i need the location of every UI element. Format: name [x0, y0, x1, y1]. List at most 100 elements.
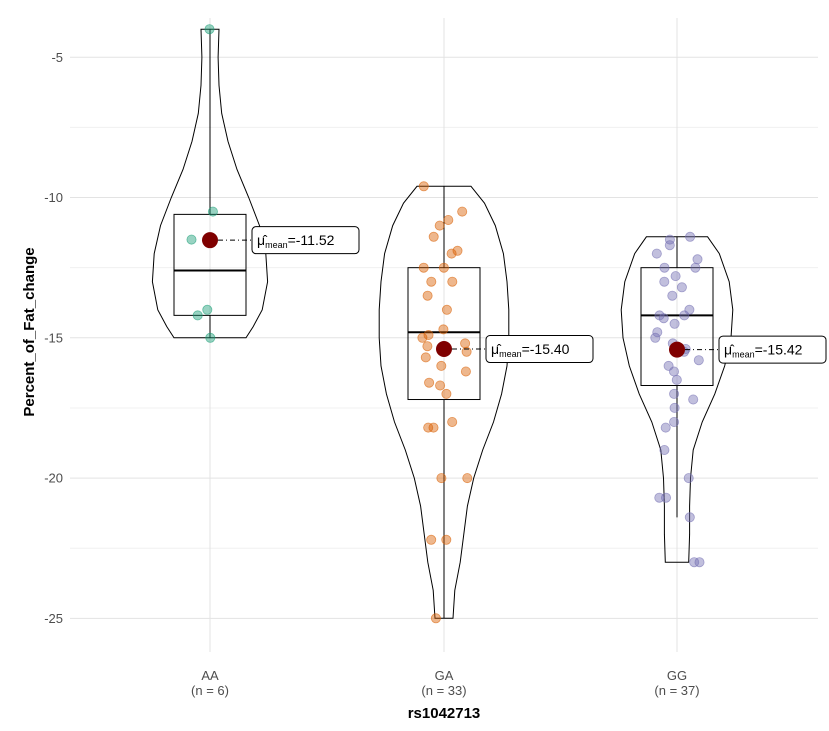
- data-point-GG: [659, 276, 670, 287]
- data-point-GA: [460, 338, 471, 349]
- y-tick-labels: -5 -10 -15 -20 -25: [44, 50, 63, 626]
- data-point-GA: [417, 332, 428, 343]
- data-point-GG: [694, 557, 705, 568]
- data-point-GA: [438, 262, 449, 273]
- data-point-GA: [423, 329, 434, 340]
- mean-label-GA: μ̂mean=-15.40: [491, 341, 570, 359]
- data-point-GG: [679, 310, 690, 321]
- mean-markers: μ̂mean=-11.52 μ̂mean=-15.40 μ̂mean=-15.42: [202, 226, 827, 364]
- data-point-GG: [659, 444, 670, 455]
- data-point-AA: [202, 304, 213, 315]
- x-tick-label-AA: AA: [201, 668, 219, 683]
- x-tick-label-GA: GA: [435, 668, 454, 683]
- data-point-GA: [446, 248, 457, 259]
- data-point-GA: [435, 380, 446, 391]
- data-point-GA: [462, 473, 473, 484]
- data-point-GA: [460, 366, 471, 377]
- y-tick-label: -15: [44, 330, 63, 345]
- data-point-GA: [422, 341, 433, 352]
- data-point-GA: [436, 360, 447, 371]
- box-GA: [407, 267, 481, 401]
- mean-label-AA: μ̂mean=-11.52: [257, 232, 335, 250]
- mean-label-box-AA: [251, 226, 360, 255]
- data-point-GA: [423, 422, 434, 433]
- mean-label-box-GG: [718, 335, 827, 364]
- data-point-GA: [426, 534, 437, 545]
- box-AA: [173, 213, 247, 316]
- data-point-GG: [670, 271, 681, 282]
- y-tick-label: -25: [44, 611, 63, 626]
- data-point-GG: [669, 416, 680, 427]
- data-point-GA: [438, 324, 449, 335]
- violin-AA: [151, 28, 269, 339]
- data-point-GA: [420, 352, 431, 363]
- data-point-GA: [434, 220, 445, 231]
- data-point-GG: [659, 262, 670, 273]
- data-point-GG: [667, 290, 678, 301]
- data-point-GG: [671, 374, 682, 385]
- data-point-GG: [683, 473, 694, 484]
- data-point-GA: [447, 276, 458, 287]
- data-point-GG: [688, 394, 699, 405]
- data-point-GA: [418, 181, 429, 192]
- y-tick-label: -20: [44, 471, 63, 486]
- data-point-GG: [693, 355, 704, 366]
- x-tick-label-GG: GG: [667, 668, 687, 683]
- data-point-AA: [204, 24, 215, 35]
- data-point-GG: [684, 512, 695, 523]
- mean-label-GG: μ̂mean=-15.42: [724, 342, 803, 360]
- x-tick-count-GG: (n = 37): [654, 683, 699, 698]
- x-tick-count-AA: (n = 6): [191, 683, 229, 698]
- x-axis-title: rs1042713: [408, 705, 481, 722]
- x-tick-labels: AA(n = 6) GA(n = 33) GG(n = 37): [191, 668, 700, 698]
- data-point-GA: [441, 304, 452, 315]
- data-point-GA: [443, 214, 454, 225]
- y-axis-title: Percent_of_Fat_change: [21, 247, 38, 416]
- data-point-AA: [207, 206, 218, 217]
- data-point-GG: [669, 318, 680, 329]
- data-point-GG: [692, 254, 703, 265]
- data-point-GA: [441, 388, 452, 399]
- data-point-GG: [664, 234, 675, 245]
- mean-label-box-GA: [485, 335, 594, 364]
- data-point-GG: [658, 313, 669, 324]
- data-point-AA: [205, 332, 216, 343]
- data-point-GG: [685, 231, 696, 242]
- data-point-GA: [424, 377, 435, 388]
- data-point-GA: [422, 290, 433, 301]
- data-point-AA: [192, 310, 203, 321]
- y-tick-label: -5: [51, 50, 63, 65]
- data-point-GG: [690, 262, 701, 273]
- data-point-GA: [457, 206, 468, 217]
- data-point-GA: [426, 276, 437, 287]
- data-point-GG: [652, 327, 663, 338]
- data-point-GG: [664, 240, 675, 251]
- mean-marker-GG: [669, 341, 685, 358]
- y-tick-label: -10: [44, 190, 63, 205]
- mean-marker-AA: [202, 232, 218, 249]
- boxplots: [173, 29, 714, 619]
- data-point-GG: [651, 248, 662, 259]
- data-point-GA: [428, 422, 439, 433]
- data-point-GA: [428, 231, 439, 242]
- data-point-GG: [676, 282, 687, 293]
- violin-GA: [378, 185, 510, 619]
- box-GG: [640, 267, 714, 386]
- x-tick-count-GA: (n = 33): [421, 683, 466, 698]
- data-point-GA: [447, 416, 458, 427]
- data-point-GA: [436, 473, 447, 484]
- data-point-GA: [430, 613, 441, 624]
- data-point-GG: [650, 332, 661, 343]
- data-point-GG: [661, 492, 672, 503]
- data-points: [186, 24, 705, 624]
- data-point-GG: [669, 402, 680, 413]
- data-point-GG: [669, 366, 680, 377]
- data-point-GG: [669, 388, 680, 399]
- data-point-GA: [452, 245, 463, 256]
- data-point-GG: [660, 422, 671, 433]
- data-point-GA: [441, 534, 452, 545]
- data-point-GA: [418, 262, 429, 273]
- data-point-GG: [689, 557, 700, 568]
